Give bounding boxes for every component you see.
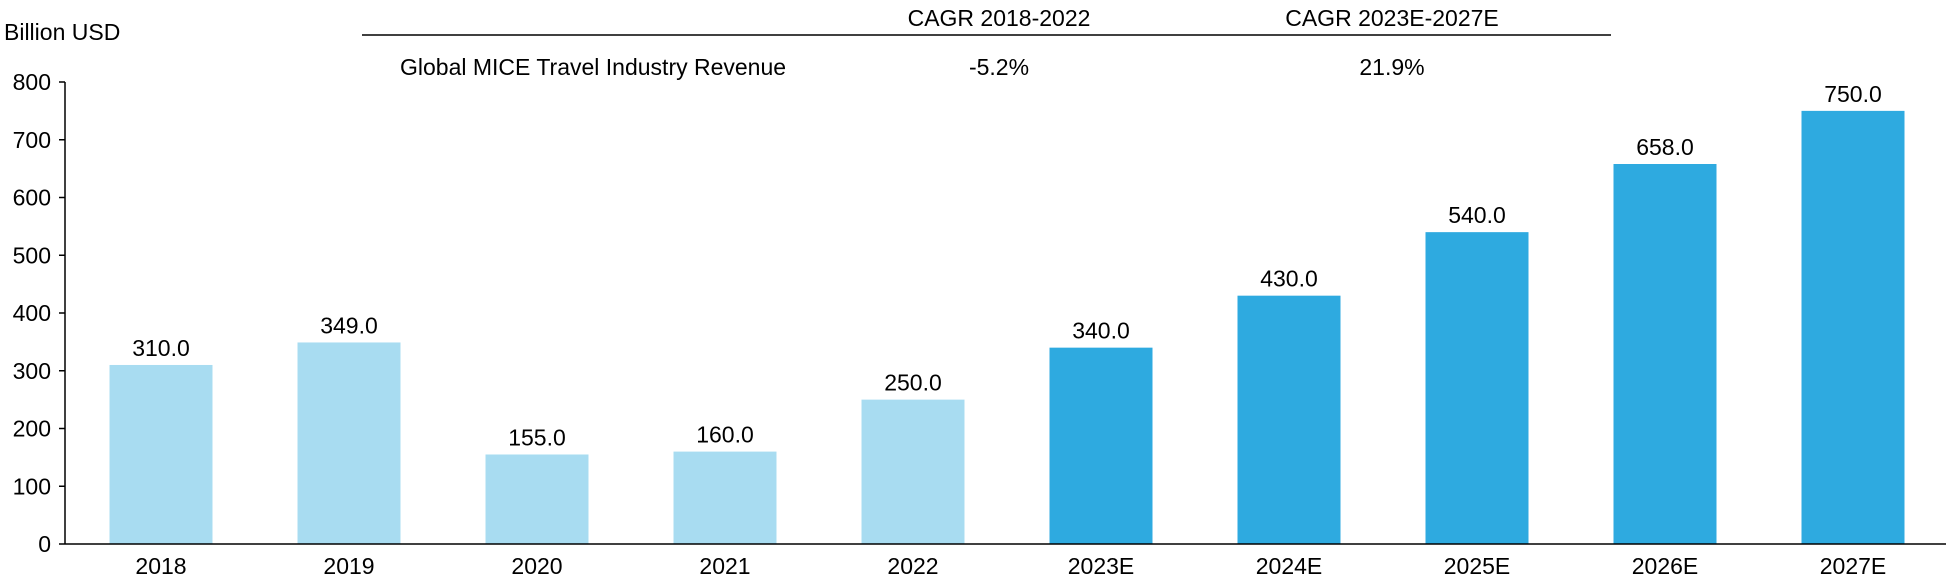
bar-2024E xyxy=(1237,295,1341,544)
cagr-value-1: -5.2% xyxy=(969,54,1029,80)
y-tick-label: 600 xyxy=(13,185,51,211)
data-label: 750.0 xyxy=(1824,81,1882,107)
y-tick-label: 300 xyxy=(13,358,51,384)
bars: 310.0 349.0 155.0 160.0 250.0 340.0 430.0 540.0… xyxy=(109,81,1905,544)
y-axis-label: Billion USD xyxy=(4,19,120,45)
bar-2026E xyxy=(1613,164,1717,544)
x-tick-label: 2018 xyxy=(135,553,186,579)
cagr-value-2: 21.9% xyxy=(1359,54,1424,80)
data-label: 340.0 xyxy=(1072,318,1130,344)
x-tick-label: 2025E xyxy=(1444,553,1511,579)
data-label: 160.0 xyxy=(696,422,754,448)
bar-2022 xyxy=(861,399,965,544)
x-tick-label: 2024E xyxy=(1256,553,1323,579)
cagr-header-1: CAGR 2018-2022 xyxy=(908,5,1091,31)
y-tick-label: 0 xyxy=(38,531,51,557)
x-tick-label: 2022 xyxy=(887,553,938,579)
x-axis: 2018 2019 2020 2021 2022 2023E 2024E 2025E 2026E… xyxy=(65,543,1946,579)
data-label: 540.0 xyxy=(1448,202,1506,228)
data-label: 250.0 xyxy=(884,370,942,396)
data-label: 310.0 xyxy=(132,335,190,361)
y-tick-label: 700 xyxy=(13,127,51,153)
y-tick-label: 200 xyxy=(13,416,51,442)
y-tick-label: 400 xyxy=(13,300,51,326)
x-tick-label: 2021 xyxy=(699,553,750,579)
cagr-header-2: CAGR 2023E-2027E xyxy=(1285,5,1499,31)
bar-2018 xyxy=(109,364,213,544)
data-label: 349.0 xyxy=(320,312,378,338)
x-tick-label: 2023E xyxy=(1068,553,1135,579)
x-tick-label: 2027E xyxy=(1820,553,1887,579)
x-tick-label: 2019 xyxy=(323,553,374,579)
bar-2025E xyxy=(1425,232,1529,544)
y-tick-label: 500 xyxy=(13,242,51,268)
cagr-row-label: Global MICE Travel Industry Revenue xyxy=(400,54,786,80)
data-label: 658.0 xyxy=(1636,134,1694,160)
bar-2021 xyxy=(673,451,777,544)
bar-2019 xyxy=(297,342,401,544)
x-tick-label: 2026E xyxy=(1632,553,1699,579)
bar-2020 xyxy=(485,454,589,544)
bar-2023E xyxy=(1049,347,1153,544)
y-axis: 0 100 200 300 400 500 600 700 800 xyxy=(13,69,66,557)
y-tick-label: 800 xyxy=(13,69,51,95)
y-tick-label: 100 xyxy=(13,473,51,499)
x-tick-label: 2020 xyxy=(511,553,562,579)
data-label: 155.0 xyxy=(508,424,566,450)
bar-2027E xyxy=(1801,110,1905,544)
data-label: 430.0 xyxy=(1260,266,1318,292)
